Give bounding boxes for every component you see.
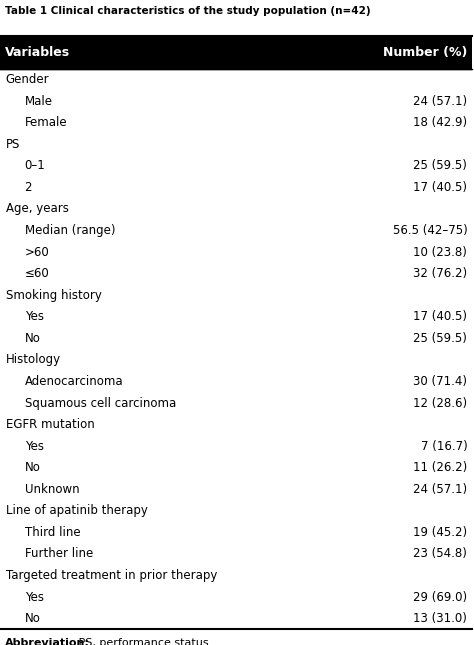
Text: Targeted treatment in prior therapy: Targeted treatment in prior therapy [6,569,217,582]
Text: Variables: Variables [5,46,70,59]
Text: Line of apatinib therapy: Line of apatinib therapy [6,504,147,517]
Text: Table 1 Clinical characteristics of the study population (n=42): Table 1 Clinical characteristics of the … [5,6,370,16]
Text: 24 (57.1): 24 (57.1) [413,95,467,108]
Text: Unknown: Unknown [25,482,79,496]
Text: EGFR mutation: EGFR mutation [6,418,94,431]
Text: Yes: Yes [25,591,44,604]
Text: 7 (16.7): 7 (16.7) [420,440,467,453]
Text: 13 (31.0): 13 (31.0) [413,612,467,625]
Text: 2: 2 [25,181,32,194]
Text: 17 (40.5): 17 (40.5) [413,181,467,194]
Text: 25 (59.5): 25 (59.5) [413,159,467,172]
Text: Third line: Third line [25,526,80,539]
Text: 18 (42.9): 18 (42.9) [413,116,467,129]
Text: No: No [25,612,40,625]
Text: Number (%): Number (%) [383,46,467,59]
Text: Squamous cell carcinoma: Squamous cell carcinoma [25,397,176,410]
Text: PS: PS [6,138,20,151]
Text: 19 (45.2): 19 (45.2) [413,526,467,539]
Text: 29 (69.0): 29 (69.0) [413,591,467,604]
Text: Further line: Further line [25,548,93,561]
Text: Histology: Histology [6,353,61,366]
Text: 24 (57.1): 24 (57.1) [413,482,467,496]
Text: Age, years: Age, years [6,203,69,215]
Text: Smoking history: Smoking history [6,289,101,302]
Text: 32 (76.2): 32 (76.2) [413,267,467,280]
Text: Female: Female [25,116,67,129]
Text: Yes: Yes [25,310,44,323]
Text: 10 (23.8): 10 (23.8) [413,246,467,259]
Bar [0,36,472,69]
Text: 12 (28.6): 12 (28.6) [413,397,467,410]
Text: Adenocarcinoma: Adenocarcinoma [25,375,123,388]
Text: Median (range): Median (range) [25,224,115,237]
Text: ≤60: ≤60 [25,267,49,280]
Text: PS, performance status.: PS, performance status. [74,637,212,645]
Text: Male: Male [25,95,53,108]
Text: 23 (54.8): 23 (54.8) [413,548,467,561]
Text: Abbreviation:: Abbreviation: [5,637,90,645]
Text: 30 (71.4): 30 (71.4) [413,375,467,388]
Text: 0–1: 0–1 [25,159,46,172]
Text: Yes: Yes [25,440,44,453]
Text: Gender: Gender [6,73,49,86]
Text: >60: >60 [25,246,49,259]
Text: 11 (26.2): 11 (26.2) [413,461,467,474]
Text: 25 (59.5): 25 (59.5) [413,332,467,345]
Text: No: No [25,332,40,345]
Text: No: No [25,461,40,474]
Text: 17 (40.5): 17 (40.5) [413,310,467,323]
Text: 56.5 (42–75): 56.5 (42–75) [392,224,467,237]
